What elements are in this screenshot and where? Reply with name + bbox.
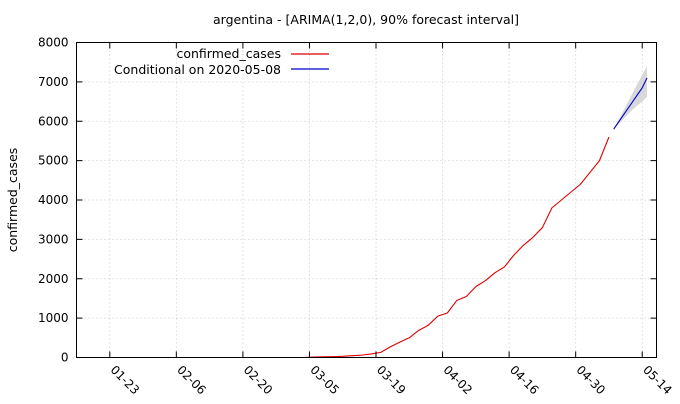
y-axis-label: confirmed_cases	[5, 148, 20, 253]
y-tick-label: 6000	[38, 114, 69, 128]
y-tick-label: 0	[61, 351, 69, 365]
y-tick-label: 4000	[38, 193, 69, 207]
y-tick-label: 7000	[38, 75, 69, 89]
y-tick-label: 3000	[38, 232, 69, 246]
y-ticks: 0 1000 2000 3000 4000 5000 6000 7000 8000	[38, 36, 657, 365]
y-tick-label: 1000	[38, 311, 69, 325]
legend-label-forecast: Conditional on 2020-05-08	[114, 62, 281, 77]
legend: confirmed_cases Conditional on 2020-05-0…	[114, 46, 329, 77]
chart-title: argentina - [ARIMA(1,2,0), 90% forecast …	[213, 12, 519, 27]
forecast-band	[613, 66, 647, 130]
y-tick-label: 5000	[38, 154, 69, 168]
legend-label-confirmed: confirmed_cases	[176, 46, 281, 61]
series-lines	[304, 77, 648, 359]
y-tick-label: 2000	[38, 272, 69, 286]
forecast-line	[613, 77, 648, 130]
confirmed-cases-line	[304, 136, 610, 359]
forecast-interval-band	[613, 66, 647, 130]
y-tick-label: 8000	[38, 36, 69, 50]
